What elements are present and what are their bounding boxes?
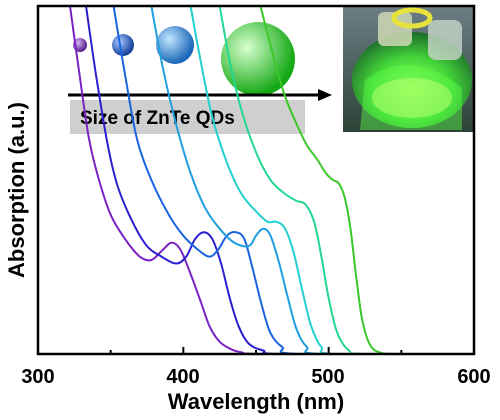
series-line-7 [259, 6, 474, 354]
series-layer [69, 6, 474, 354]
sphere-large [156, 26, 194, 64]
size-arrow [68, 89, 332, 101]
x-axis-title: Wavelength (nm) [168, 389, 344, 414]
tick-layer [37, 347, 475, 354]
sphere-medium [112, 34, 134, 56]
sphere-xlarge [221, 22, 295, 96]
qd-spheres [73, 22, 295, 96]
x-tick-label-600: 600 [457, 366, 490, 388]
x-tick-label-300: 300 [21, 366, 54, 388]
inset-photo [343, 6, 474, 132]
x-tick-label-400: 400 [166, 366, 199, 388]
series-line-1 [69, 6, 474, 354]
series-line-2 [85, 6, 474, 354]
series-line-5 [189, 6, 474, 354]
series-line-6 [218, 6, 474, 354]
x-tick-label-500: 500 [311, 366, 344, 388]
annotation-background [70, 100, 305, 134]
series-line-3 [112, 6, 474, 354]
size-annotation: Size of ZnTe QDs [80, 108, 235, 129]
y-axis-title: Absorption (a.u.) [4, 102, 29, 278]
series-line-4 [150, 6, 474, 354]
